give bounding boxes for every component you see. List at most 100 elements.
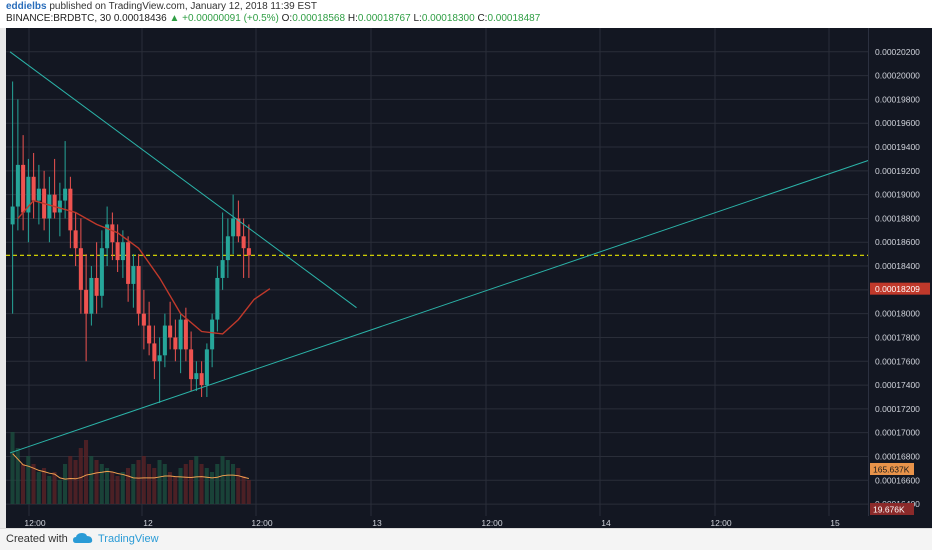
time-tick-label: 12:00 — [481, 518, 503, 528]
tradingview-cloud-icon — [73, 533, 93, 543]
volume-bar — [78, 448, 83, 504]
price-tick-label: 0.00018800 — [875, 213, 920, 223]
candle-body — [152, 343, 157, 362]
volume-bar — [15, 448, 20, 504]
volume-bar — [42, 468, 47, 504]
volume-bar — [84, 440, 89, 504]
candle-body — [68, 188, 73, 231]
high-value: 0.00018767 — [357, 13, 411, 24]
volume-bar — [120, 472, 125, 504]
symbol-label: BINANCE:BRDBTC, 30 — [6, 13, 112, 24]
volume-bar — [126, 468, 131, 504]
author-name[interactable]: eddielbs — [6, 1, 47, 12]
volume-bar — [105, 468, 110, 504]
time-axis[interactable]: 12:00 12 12:00 13 12:00 14 12:00 15 — [6, 516, 932, 528]
low-value: 0.00018300 — [421, 13, 475, 24]
volume-bar — [162, 464, 167, 504]
price-axis[interactable]: 0.00020200 0.00020000 0.00019800 0.00019600… — [868, 28, 932, 516]
volume-bar — [110, 472, 115, 504]
candle-body — [52, 194, 57, 213]
candle-body — [84, 289, 89, 314]
candle-body — [126, 242, 131, 284]
price-tick-label: 0.00017800 — [875, 332, 920, 342]
chart-pane[interactable] — [6, 28, 929, 516]
footer-bar: Created with TradingView — [0, 528, 932, 550]
change-value: +0.00000091 (+0.5%) — [182, 13, 279, 24]
price-tick-label: 0.00018600 — [875, 237, 920, 247]
candle-body — [131, 266, 136, 284]
volume-bar — [173, 476, 178, 504]
candle-body — [173, 337, 178, 350]
time-tick-label: 12:00 — [251, 518, 273, 528]
price-tick-label: 0.00017600 — [875, 356, 920, 366]
time-axis-labels: 12:00 12 12:00 13 12:00 14 12:00 15 — [24, 518, 840, 528]
price-chart[interactable] — [6, 28, 929, 516]
volume-bar — [68, 456, 73, 504]
candle-body — [105, 224, 110, 249]
price-tick-label: 0.00016800 — [875, 451, 920, 461]
candle-body — [78, 248, 83, 290]
volume-ma-line — [12, 453, 249, 480]
volume-bar — [241, 476, 246, 504]
volume-bar — [152, 468, 157, 504]
tradingview-brand[interactable]: TradingView — [98, 533, 159, 545]
candle-body — [178, 319, 183, 350]
volume-ma-tag-label: 165.637K — [873, 465, 910, 475]
publish-info: eddielbs published on TradingView.com, J… — [6, 1, 317, 12]
published-text: published on TradingView.com, January 12… — [49, 1, 317, 12]
ohlc-legend: BINANCE:BRDBTC, 30 0.00018436 ▲ +0.00000… — [6, 13, 540, 24]
up-arrow-icon: ▲ — [169, 13, 180, 24]
price-tick-label: 0.00020200 — [875, 47, 920, 57]
time-tick-label: 13 — [372, 518, 382, 528]
open-value: 0.00018568 — [292, 13, 346, 24]
time-tick-label: 15 — [830, 518, 840, 528]
price-tick-label: 0.00019000 — [875, 190, 920, 200]
volume-bar — [236, 468, 241, 504]
candle-body — [57, 200, 62, 213]
candle-body — [141, 313, 146, 326]
candle-body — [194, 373, 199, 380]
current-price-tag-label: 0.00018209 — [875, 284, 920, 294]
ascending-trendline — [9, 139, 929, 454]
candle-body — [231, 218, 236, 237]
candle-body — [73, 230, 78, 249]
price-tick-label: 0.00016600 — [875, 475, 920, 485]
volume-bar — [141, 456, 146, 504]
volume-bar — [147, 464, 152, 504]
volume-bar — [210, 472, 215, 504]
candle-body — [21, 164, 26, 213]
price-tick-label: 0.00019200 — [875, 166, 920, 176]
volume-bar — [136, 460, 141, 504]
volume-bar — [168, 472, 173, 504]
candle-body — [47, 194, 52, 219]
volume-ma-tag — [870, 463, 914, 475]
candle-body — [110, 224, 115, 243]
price-tick-label: 0.00018000 — [875, 309, 920, 319]
candle-body — [136, 266, 141, 314]
time-tick-label: 12:00 — [710, 518, 732, 528]
price-tick-label: 0.00020000 — [875, 71, 920, 81]
candle-body — [189, 349, 194, 380]
time-tick-label: 12 — [143, 518, 153, 528]
volume-bar — [131, 464, 136, 504]
candle-body — [36, 188, 41, 201]
candle-body — [120, 242, 125, 261]
volume-bar — [26, 456, 31, 504]
candle-body — [220, 260, 225, 278]
candle-body — [210, 319, 215, 350]
volume-bar — [189, 460, 194, 504]
volume-bar — [157, 460, 162, 504]
volume-bar — [73, 460, 78, 504]
price-tick-label: 0.00019600 — [875, 118, 920, 128]
chart-header: eddielbs published on TradingView.com, J… — [0, 0, 932, 28]
created-with-text: Created with — [6, 533, 68, 545]
volume-bar — [57, 480, 62, 504]
close-label: C: — [477, 13, 488, 24]
volume-bar — [47, 476, 52, 504]
candle-body — [204, 349, 209, 386]
candle-body — [115, 242, 120, 261]
descending-trendline — [9, 51, 357, 309]
volume-bar — [178, 468, 183, 504]
price-tick-label: 0.00018400 — [875, 261, 920, 271]
volume-bar — [99, 464, 104, 504]
